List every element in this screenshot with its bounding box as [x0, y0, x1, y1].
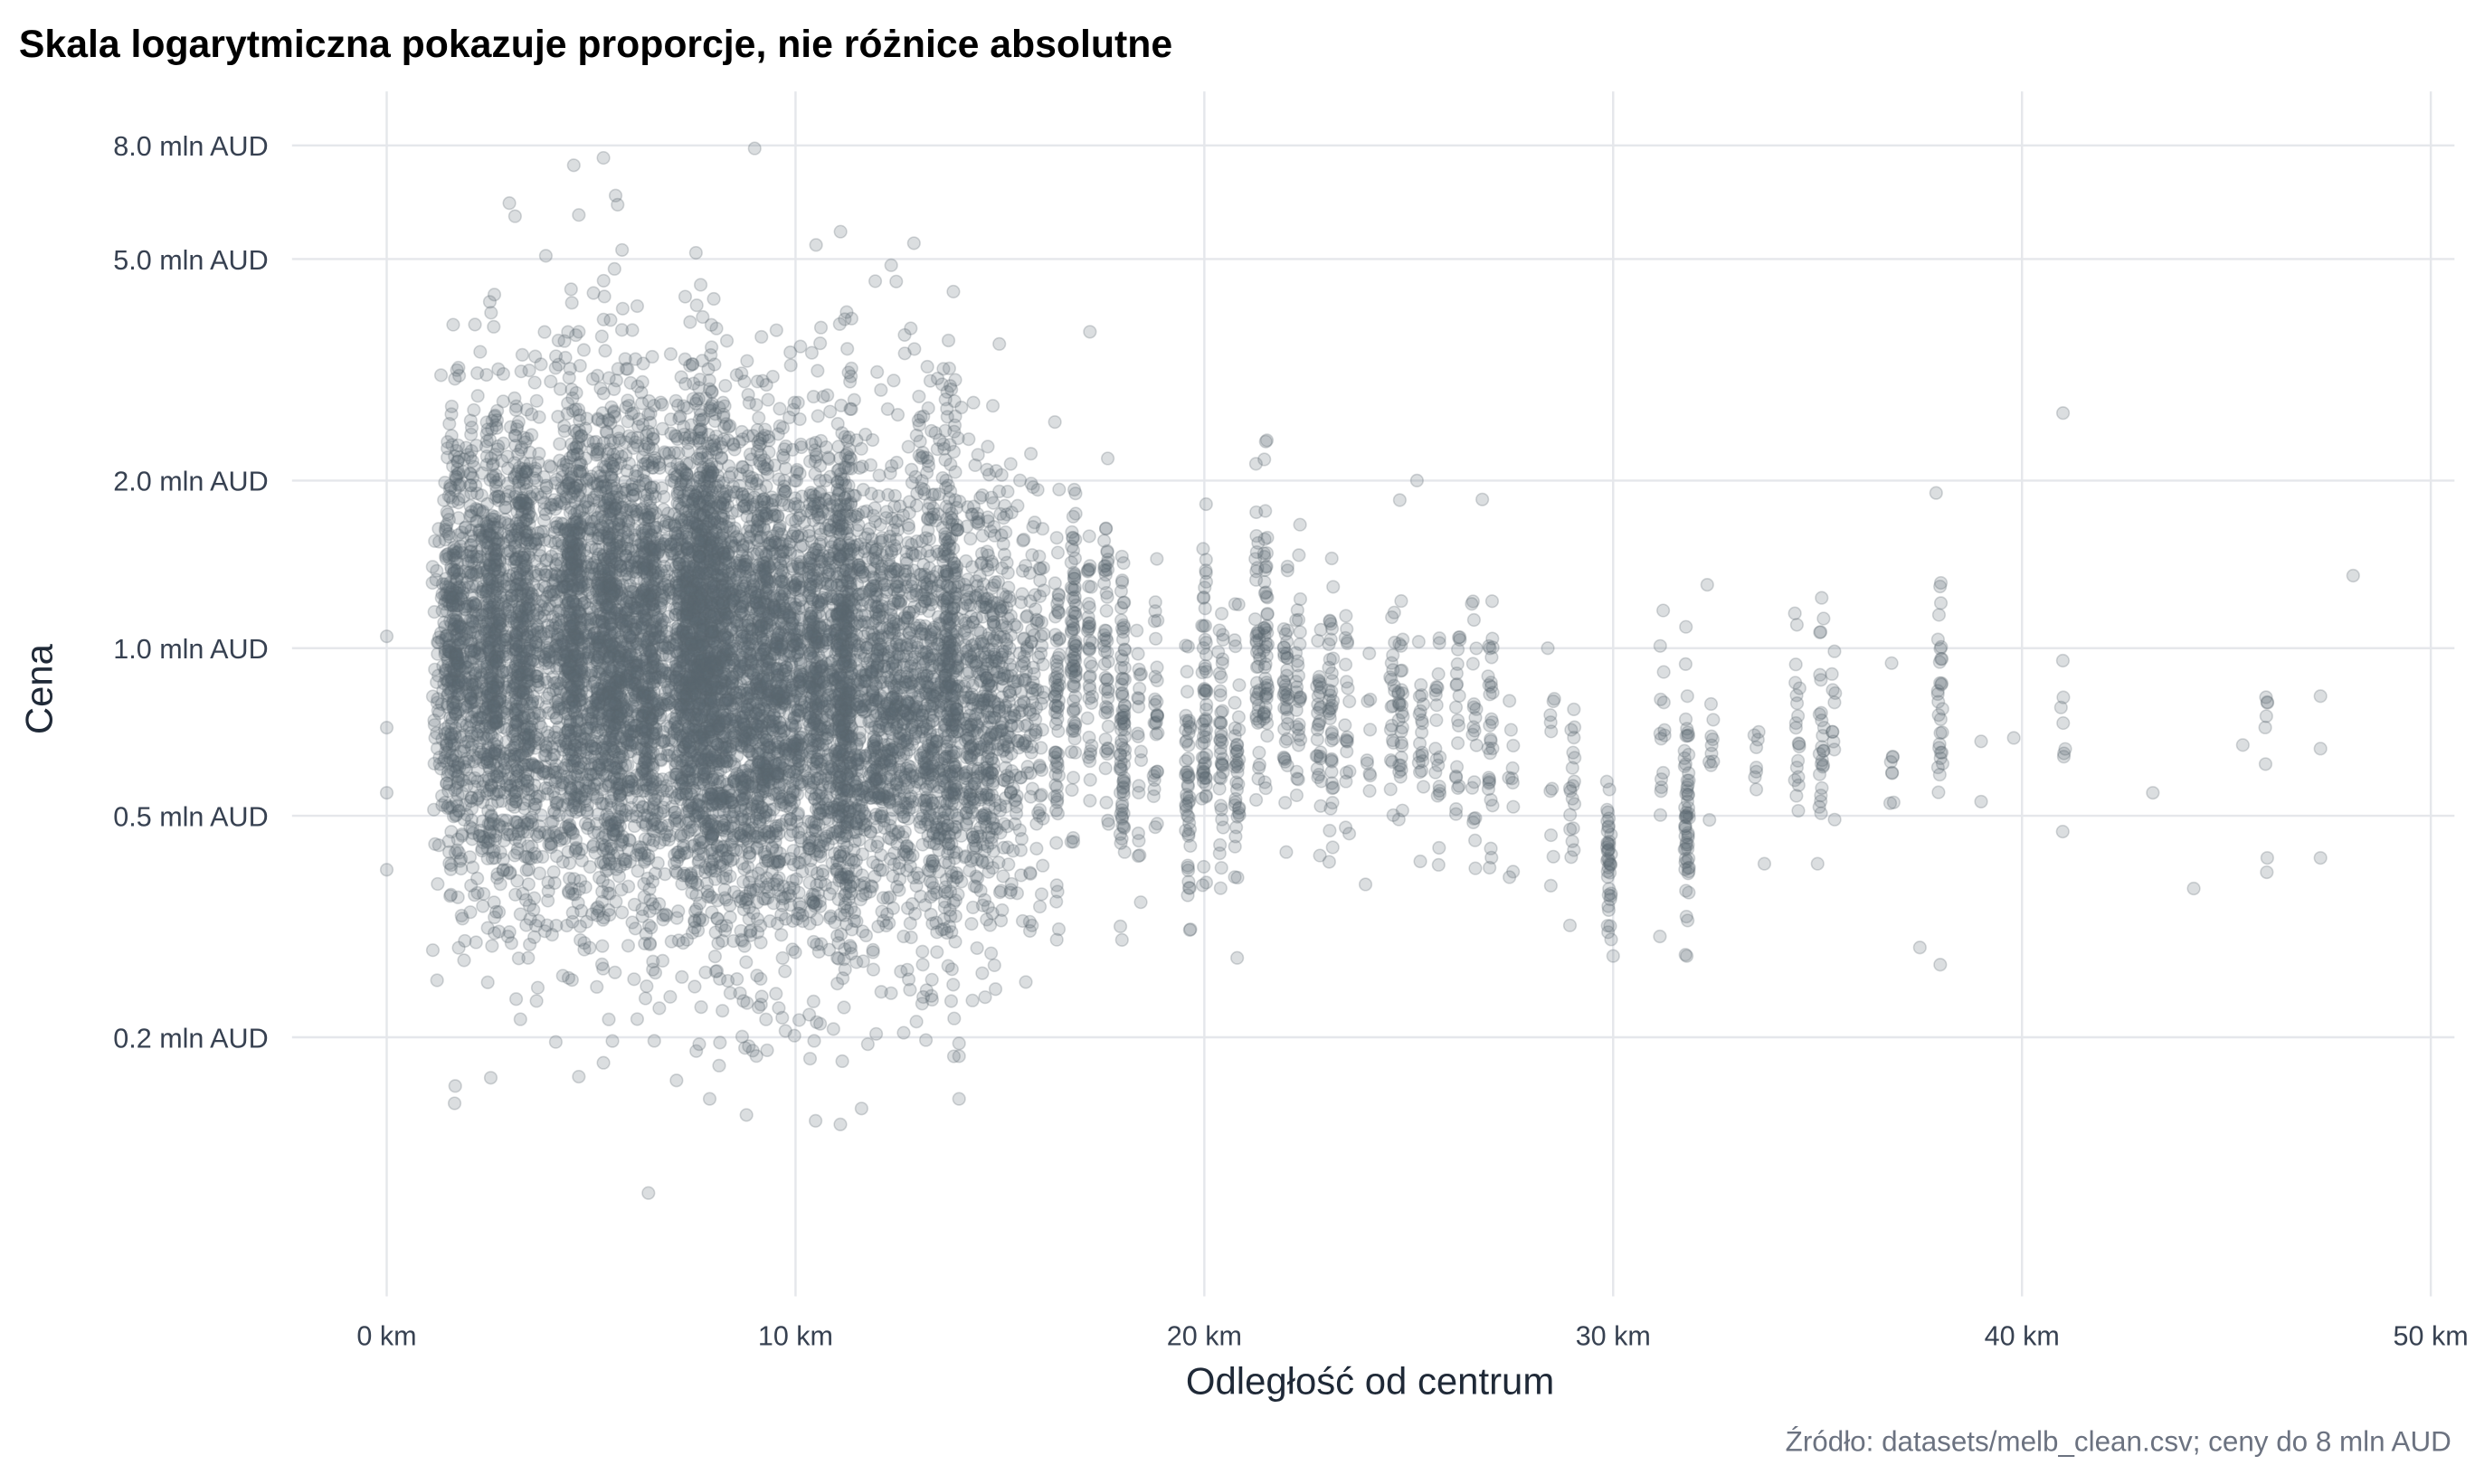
y-tick-label: 0.5 mln AUD: [113, 801, 268, 832]
y-axis-title: Cena: [18, 643, 61, 734]
scatter-points: [379, 141, 2360, 1200]
chart-title: Skala logarytmiczna pokazuje proporcje, …: [19, 23, 1172, 66]
y-tick-label: 0.2 mln AUD: [113, 1023, 268, 1054]
y-tick-label: 1.0 mln AUD: [113, 634, 268, 665]
source-caption: Źródło: datasets/melb_clean.csv; ceny do…: [1786, 1425, 2451, 1457]
y-tick-label: 2.0 mln AUD: [113, 467, 268, 497]
x-axis-title: Odległość od centrum: [1186, 1360, 1554, 1403]
y-tick-label: 5.0 mln AUD: [113, 245, 268, 276]
grid-lines: [291, 91, 2455, 1297]
x-tick-label: 40 km: [1985, 1321, 2060, 1352]
x-axis-tick-labels: 0 km 10 km 20 km 30 km 40 km 50 km: [356, 1321, 2468, 1352]
x-tick-label: 10 km: [758, 1321, 833, 1352]
y-tick-label: 8.0 mln AUD: [113, 131, 268, 162]
x-tick-label: 0 km: [356, 1321, 416, 1352]
x-tick-label: 20 km: [1167, 1321, 1242, 1352]
x-tick-label: 50 km: [2394, 1321, 2469, 1352]
x-tick-label: 30 km: [1576, 1321, 1651, 1352]
y-axis-tick-labels: 0.2 mln AUD 0.5 mln AUD 1.0 mln AUD 2.0 mln…: [113, 131, 268, 1054]
